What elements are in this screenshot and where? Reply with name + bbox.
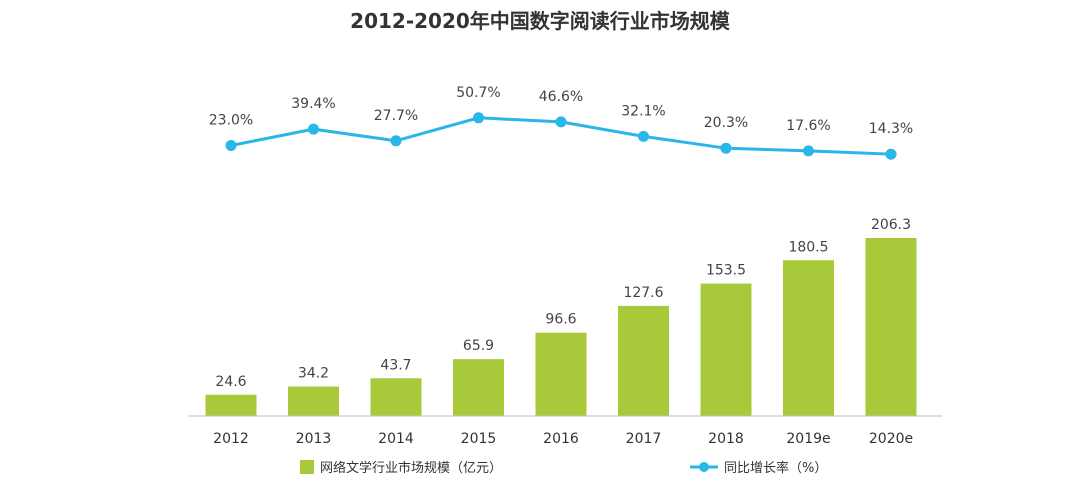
bar-2013 bbox=[288, 386, 339, 416]
bar-value-label: 127.6 bbox=[623, 285, 663, 301]
legend-bar-label: 网络文学行业市场规模（亿元） bbox=[320, 460, 502, 476]
growth-value-label: 17.6% bbox=[786, 118, 830, 134]
bar-value-label: 34.2 bbox=[298, 365, 329, 381]
bar-value-label: 180.5 bbox=[788, 239, 828, 255]
bar-2020e bbox=[865, 238, 917, 416]
x-tick-label: 2012 bbox=[213, 431, 249, 447]
x-tick-label: 2013 bbox=[296, 431, 332, 447]
x-axis-ticks: 2012 2013 2014 2015 2016 2017 2018 2019e 2020e bbox=[213, 431, 913, 447]
bar-2017 bbox=[618, 305, 669, 416]
bar-2014 bbox=[370, 378, 422, 416]
growth-value-label: 32.1% bbox=[621, 103, 665, 119]
legend: 网络文学行业市场规模（亿元） 同比增长率（%） bbox=[300, 460, 827, 476]
bar-2015 bbox=[453, 359, 504, 416]
growth-point-2017 bbox=[638, 130, 649, 142]
bar-2016 bbox=[535, 332, 587, 416]
bar-2012 bbox=[205, 394, 257, 416]
growth-point-2014 bbox=[390, 135, 402, 147]
bar-value-label: 206.3 bbox=[871, 217, 911, 233]
growth-value-label: 39.4% bbox=[291, 96, 335, 112]
growth-value-label: 23.0% bbox=[209, 113, 253, 129]
growth-point-2012 bbox=[225, 140, 237, 151]
growth-point-2015 bbox=[473, 112, 484, 124]
legend-line-marker bbox=[699, 462, 709, 472]
x-tick-label: 2015 bbox=[461, 431, 497, 447]
bar-value-label: 96.6 bbox=[545, 312, 576, 328]
x-tick-label: 2019e bbox=[786, 431, 830, 447]
x-tick-label: 2016 bbox=[543, 431, 579, 447]
growth-value-label: 14.3% bbox=[869, 121, 913, 137]
growth-point-2013 bbox=[308, 123, 319, 135]
growth-value-label: 27.7% bbox=[374, 108, 418, 124]
growth-point-2019e bbox=[803, 145, 814, 157]
growth-value-label: 50.7% bbox=[456, 85, 500, 101]
bar-2019e bbox=[783, 260, 834, 416]
x-tick-label: 2018 bbox=[708, 431, 744, 447]
growth-rate-series: 23.0% 39.4% 27.7% 50.7% 46.6% 32.1% 20.3% 17.6%… bbox=[209, 85, 913, 160]
growth-point-2016 bbox=[555, 116, 567, 128]
x-tick-label: 2020e bbox=[869, 431, 913, 447]
growth-point-2018 bbox=[720, 142, 732, 154]
bar-value-label: 24.6 bbox=[215, 374, 246, 390]
market-size-series: 24.6 34.2 43.7 65.9 96.6 127.6 153.5 180.5 206.3 bbox=[205, 217, 917, 416]
bar-2018 bbox=[700, 283, 752, 416]
chart-title: 2012-2020年中国数字阅读行业市场规模 bbox=[350, 9, 731, 33]
bar-value-label: 153.5 bbox=[706, 263, 746, 279]
x-tick-label: 2014 bbox=[378, 431, 414, 447]
legend-line-label: 同比增长率（%） bbox=[724, 460, 827, 476]
growth-value-label: 20.3% bbox=[704, 115, 748, 131]
growth-value-label: 46.6% bbox=[539, 89, 583, 105]
bar-value-label: 43.7 bbox=[380, 357, 411, 373]
bar-value-label: 65.9 bbox=[463, 338, 494, 354]
x-tick-label: 2017 bbox=[626, 431, 662, 447]
growth-point-2020e bbox=[885, 148, 897, 160]
legend-bar-swatch bbox=[300, 460, 314, 474]
